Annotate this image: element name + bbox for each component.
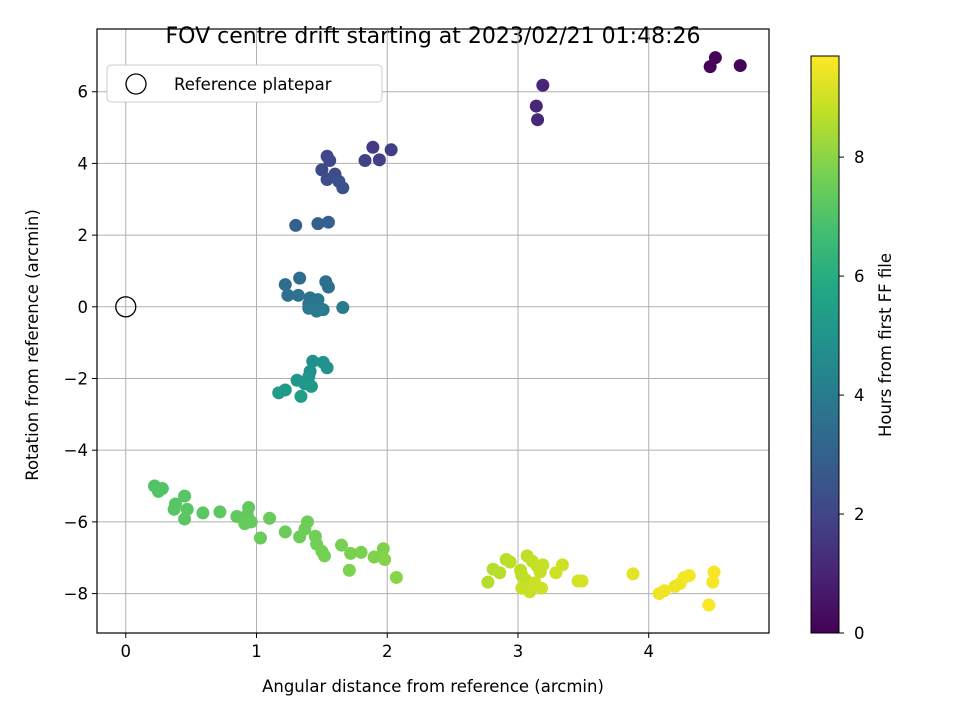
data-point bbox=[151, 484, 165, 498]
data-point bbox=[336, 181, 350, 195]
data-point bbox=[358, 154, 372, 168]
data-point bbox=[167, 502, 181, 516]
data-point bbox=[278, 278, 292, 292]
x-tick-label: 4 bbox=[643, 642, 654, 661]
data-point bbox=[733, 59, 747, 73]
data-point bbox=[253, 531, 267, 545]
data-point bbox=[323, 154, 337, 168]
data-point bbox=[238, 517, 252, 531]
y-axis-ticks: −8 −6 −4 −2 0 2 4 6 bbox=[64, 83, 97, 604]
data-point bbox=[367, 550, 381, 564]
data-point bbox=[293, 271, 307, 285]
data-point bbox=[708, 51, 722, 65]
data-point bbox=[336, 301, 350, 315]
data-point bbox=[372, 153, 386, 167]
x-tick-label: 3 bbox=[513, 642, 524, 661]
data-point bbox=[213, 505, 227, 519]
data-points bbox=[115, 51, 747, 612]
colorbar-label: Hours from first FF file bbox=[876, 253, 895, 437]
colorbar: 0 2 4 6 8 Hours from first FF file bbox=[810, 55, 895, 643]
data-point bbox=[178, 512, 192, 526]
data-point bbox=[481, 575, 495, 589]
data-point bbox=[536, 558, 550, 572]
data-point bbox=[321, 215, 335, 229]
data-point bbox=[320, 173, 334, 187]
data-point bbox=[706, 575, 720, 589]
data-point bbox=[272, 386, 286, 400]
colorbar-tick-label: 6 bbox=[854, 267, 865, 286]
data-point bbox=[291, 288, 305, 302]
data-point bbox=[707, 565, 721, 579]
data-point bbox=[342, 563, 356, 577]
y-tick-label: 6 bbox=[78, 83, 89, 102]
x-axis-label: Angular distance from reference (arcmin) bbox=[262, 677, 604, 696]
data-point bbox=[366, 140, 380, 154]
data-point bbox=[263, 511, 277, 525]
data-point bbox=[626, 567, 640, 581]
legend: Reference platepar bbox=[106, 64, 383, 103]
y-tick-label: 0 bbox=[78, 298, 89, 317]
data-point bbox=[304, 379, 318, 393]
data-point bbox=[535, 581, 549, 595]
data-point bbox=[298, 522, 312, 536]
data-point bbox=[503, 555, 517, 569]
y-axis-label: Rotation from reference (arcmin) bbox=[23, 209, 42, 481]
data-point bbox=[320, 361, 334, 375]
colorbar-gradient bbox=[810, 55, 840, 634]
data-point bbox=[289, 218, 303, 232]
legend-marker-reference bbox=[125, 73, 147, 95]
data-point bbox=[682, 569, 696, 583]
colorbar-ticks: 0 2 4 6 8 bbox=[839, 148, 865, 643]
y-tick-label: 2 bbox=[78, 226, 89, 245]
reference-platepar-marker bbox=[115, 296, 137, 318]
data-point bbox=[529, 99, 543, 113]
data-point bbox=[657, 584, 671, 598]
plot-frame bbox=[96, 28, 770, 634]
data-point bbox=[334, 538, 348, 552]
data-point bbox=[575, 574, 589, 588]
data-point bbox=[344, 546, 358, 560]
y-tick-label: 4 bbox=[78, 154, 89, 173]
data-point bbox=[310, 304, 324, 318]
data-point bbox=[178, 489, 192, 503]
data-point bbox=[384, 143, 398, 157]
y-tick-label: −6 bbox=[64, 513, 88, 532]
data-point bbox=[317, 549, 331, 563]
chart-title: FOV centre drift starting at 2023/02/21 … bbox=[166, 24, 701, 49]
data-point bbox=[321, 280, 335, 294]
y-tick-label: −2 bbox=[64, 369, 88, 388]
colorbar-tick-label: 8 bbox=[854, 148, 865, 167]
legend-box bbox=[106, 64, 383, 103]
data-point bbox=[378, 553, 392, 567]
colorbar-tick-label: 2 bbox=[854, 505, 865, 524]
data-point bbox=[278, 525, 292, 539]
data-point bbox=[536, 78, 550, 92]
data-point bbox=[281, 288, 295, 302]
data-point bbox=[354, 545, 368, 559]
data-point bbox=[702, 598, 716, 612]
colorbar-tick-label: 4 bbox=[854, 386, 865, 405]
data-point bbox=[555, 558, 569, 572]
x-tick-label: 1 bbox=[251, 642, 262, 661]
x-tick-label: 0 bbox=[121, 642, 132, 661]
legend-label-reference: Reference platepar bbox=[174, 75, 332, 94]
data-point bbox=[315, 163, 329, 177]
data-point bbox=[306, 354, 320, 368]
x-axis-ticks: 0 1 2 3 4 bbox=[121, 633, 654, 661]
x-tick-label: 2 bbox=[382, 642, 393, 661]
data-point bbox=[311, 217, 325, 231]
data-point bbox=[389, 570, 403, 584]
grid-lines bbox=[97, 29, 769, 633]
colorbar-tick-label: 0 bbox=[854, 624, 865, 643]
y-tick-label: −8 bbox=[64, 585, 88, 604]
data-point bbox=[294, 389, 308, 403]
y-tick-label: −4 bbox=[64, 441, 88, 460]
data-point bbox=[531, 113, 545, 127]
data-point bbox=[196, 506, 210, 520]
data-point bbox=[376, 542, 390, 556]
data-point bbox=[493, 566, 507, 580]
